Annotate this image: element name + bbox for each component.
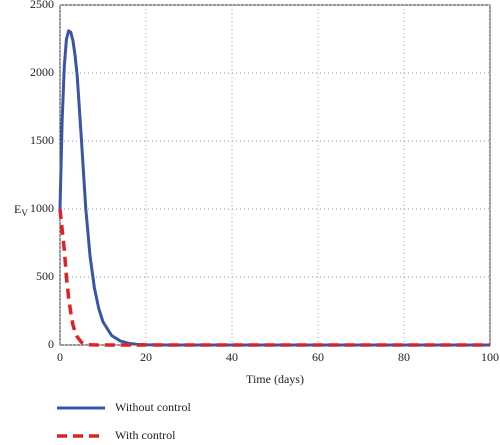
x-axis-label: Time (days) bbox=[246, 372, 304, 386]
legend-label: Without control bbox=[115, 400, 192, 414]
x-tick-label: 0 bbox=[57, 350, 63, 364]
y-tick-label: 500 bbox=[36, 269, 54, 283]
y-tick-label: 1500 bbox=[30, 133, 54, 147]
plot-frame bbox=[59, 4, 491, 346]
y-axis-label: EV bbox=[14, 202, 28, 218]
x-tick-label: 60 bbox=[312, 350, 324, 364]
y-label-main: E bbox=[14, 202, 21, 216]
y-label-sub: V bbox=[21, 208, 28, 218]
x-tick-label: 100 bbox=[481, 350, 499, 364]
x-tick-label: 20 bbox=[140, 350, 152, 364]
x-tick-label: 40 bbox=[226, 350, 238, 364]
y-tick-label: 2500 bbox=[30, 0, 54, 11]
series-line bbox=[58, 208, 490, 347]
x-tick-label: 80 bbox=[398, 350, 410, 364]
y-tick-label: 2000 bbox=[30, 65, 54, 79]
series-line bbox=[58, 29, 490, 347]
legend-label: With control bbox=[115, 428, 176, 442]
y-tick-label: 1000 bbox=[30, 201, 54, 215]
y-tick-label: 0 bbox=[48, 337, 54, 351]
